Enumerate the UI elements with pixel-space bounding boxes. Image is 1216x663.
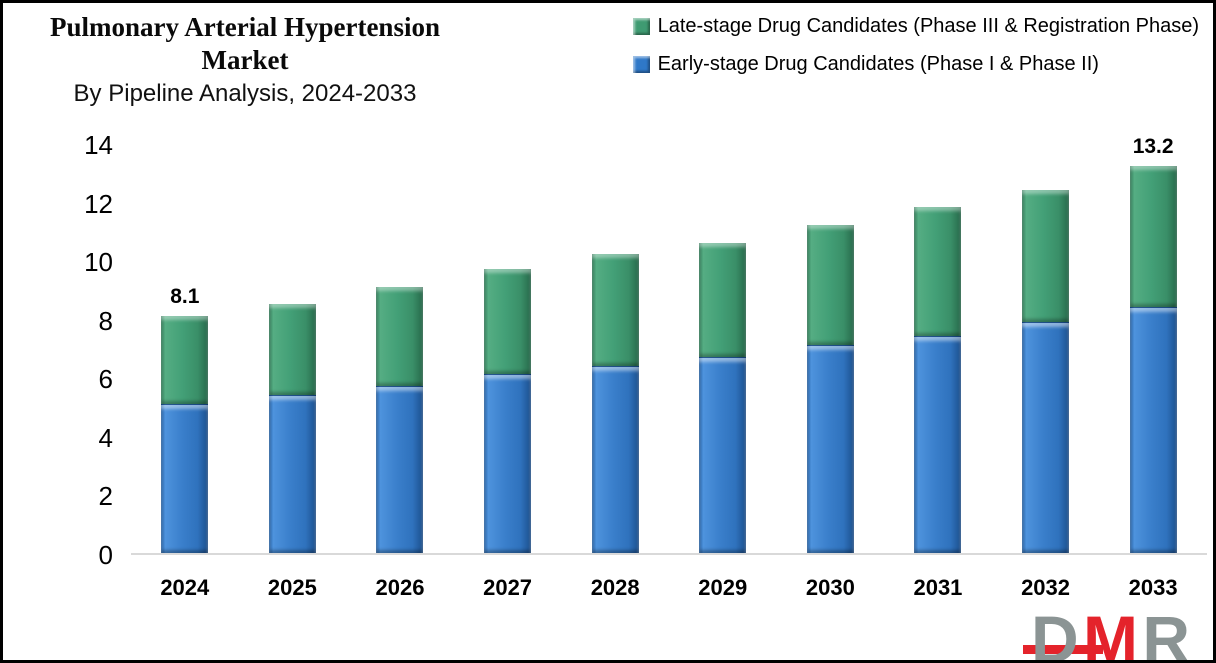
- early-stage-segment-2025[interactable]: [268, 394, 316, 553]
- x-tick-label-2028: 2028: [590, 575, 640, 600]
- x-tick-label-2027: 2027: [483, 575, 533, 600]
- bar-slot-2027: [454, 143, 561, 553]
- late-stage-segment-2028[interactable]: [591, 254, 639, 366]
- stacked-bar-2024[interactable]: [161, 315, 209, 553]
- chart-title-block: Pulmonary Arterial Hypertension Market B…: [21, 11, 469, 109]
- dmr-logo-letter-d: D: [1031, 602, 1079, 663]
- y-tick-label: 8: [98, 305, 113, 336]
- bar-slot-2033: 13.2: [1100, 135, 1207, 553]
- x-tick-label-2033: 2033: [1128, 575, 1178, 600]
- stacked-bar-2031[interactable]: [914, 207, 962, 553]
- dmr-logo-letters: D M R: [1031, 606, 1190, 660]
- late-stage-segment-2033[interactable]: [1129, 166, 1177, 307]
- bar-slot-2032: [992, 143, 1099, 553]
- legend: Late-stage Drug Candidates (Phase III & …: [632, 15, 1199, 76]
- legend-label-early-stage: Early-stage Drug Candidates (Phase I & P…: [657, 53, 1099, 75]
- bar-slot-2030: [777, 143, 884, 553]
- late-stage-segment-2024[interactable]: [161, 315, 209, 404]
- chart-title-line1: Pulmonary Arterial Hypertension: [50, 12, 440, 42]
- early-stage-segment-2033[interactable]: [1129, 307, 1177, 553]
- late-stage-segment-2030[interactable]: [806, 225, 854, 346]
- x-tick-label-2029: 2029: [698, 575, 748, 600]
- bar-total-label-2024: 8.1: [170, 284, 200, 308]
- plot-area: 8.1 13.2: [131, 135, 1207, 555]
- stacked-bar-2033[interactable]: [1129, 166, 1177, 553]
- stacked-bar-2025[interactable]: [268, 304, 316, 553]
- x-tick-label-2032: 2032: [1021, 575, 1071, 600]
- legend-item-late-stage: Late-stage Drug Candidates (Phase III & …: [632, 15, 1199, 38]
- y-tick-label: 14: [84, 130, 113, 160]
- stacked-bar-2030[interactable]: [806, 225, 854, 553]
- bar-slot-2028: [562, 143, 669, 553]
- late-stage-segment-2025[interactable]: [268, 304, 316, 395]
- dmr-logo: D M R: [1023, 598, 1205, 660]
- stacked-bar-2029[interactable]: [699, 242, 747, 553]
- y-tick-label: 10: [84, 247, 113, 278]
- y-tick-label: 2: [98, 481, 113, 512]
- legend-item-early-stage: Early-stage Drug Candidates (Phase I & P…: [632, 53, 1199, 76]
- chart-title-line2: Market: [201, 45, 289, 75]
- y-tick-label: 4: [98, 422, 113, 453]
- early-stage-segment-2026[interactable]: [376, 386, 424, 553]
- stacked-bar-2026[interactable]: [376, 286, 424, 553]
- late-stage-swatch-icon: [632, 18, 650, 35]
- late-stage-segment-2027[interactable]: [484, 268, 532, 375]
- early-stage-segment-2024[interactable]: [161, 403, 209, 553]
- y-tick-label: 6: [98, 364, 113, 395]
- x-tick-label-2024: 2024: [160, 575, 210, 600]
- dmr-logo-letter-m: M: [1083, 602, 1138, 663]
- x-tick-label-2031: 2031: [913, 575, 963, 600]
- early-stage-segment-2029[interactable]: [699, 356, 747, 553]
- stacked-bar-2032[interactable]: [1022, 189, 1070, 553]
- early-stage-segment-2030[interactable]: [806, 345, 854, 553]
- early-stage-segment-2032[interactable]: [1022, 321, 1070, 553]
- dmr-logo-underline: [1023, 645, 1103, 654]
- late-stage-segment-2032[interactable]: [1022, 189, 1070, 322]
- bar-slot-2031: [884, 143, 991, 553]
- y-axis-labels: 0 2 4 6 8 10 12 14: [3, 132, 113, 568]
- bar-slot-2025: [239, 143, 346, 553]
- early-stage-swatch-icon: [632, 56, 650, 73]
- y-tick-label: 0: [98, 540, 113, 570]
- x-axis-labels: 2024 2025 2026 2027 2028 2029 2030 2031 2032 2033: [131, 563, 1207, 601]
- bar-slot-2026: [346, 143, 453, 553]
- early-stage-segment-2031[interactable]: [914, 336, 962, 553]
- bar-slot-2024: 8.1: [131, 143, 238, 553]
- legend-label-late-stage: Late-stage Drug Candidates (Phase III & …: [657, 15, 1199, 37]
- x-tick-label-2025: 2025: [267, 575, 317, 600]
- bar-slot-2029: [669, 143, 776, 553]
- late-stage-segment-2031[interactable]: [914, 207, 962, 337]
- x-tick-label-2030: 2030: [805, 575, 855, 600]
- bar-total-label-2033: 13.2: [1132, 135, 1174, 159]
- stacked-bar-2027[interactable]: [484, 268, 532, 553]
- late-stage-segment-2026[interactable]: [376, 286, 424, 387]
- chart-subtitle: By Pipeline Analysis, 2024-2033: [73, 80, 417, 107]
- x-tick-label-2026: 2026: [375, 575, 425, 600]
- early-stage-segment-2027[interactable]: [484, 374, 532, 553]
- dmr-logo-letter-r: R: [1142, 602, 1190, 663]
- early-stage-segment-2028[interactable]: [591, 365, 639, 553]
- stacked-bar-2028[interactable]: [591, 254, 639, 553]
- y-tick-label: 12: [84, 188, 113, 219]
- late-stage-segment-2029[interactable]: [699, 242, 747, 357]
